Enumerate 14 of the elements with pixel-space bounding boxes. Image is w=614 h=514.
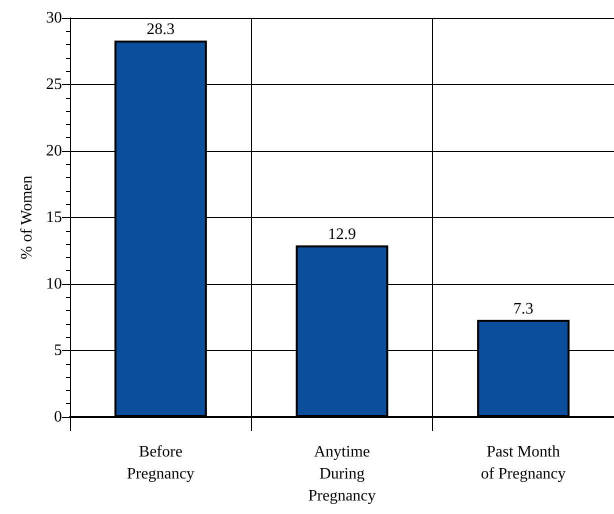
x-tick-label: Anytime During Pregnancy [308,444,376,504]
y-tick-label: 30 [46,10,62,26]
y-tick-label: 0 [54,408,62,426]
y-tick-label: 20 [46,142,62,160]
y-tick-label: 5 [54,342,62,359]
data-label: 12.9 [328,226,356,243]
x-tick-label: Before Pregnancy [126,444,194,482]
y-tick-label: 25 [46,76,62,93]
y-tick-label: 10 [46,276,62,292]
x-tick-label: Past Month of Pregnancy [480,444,566,482]
y-axis-title: % of Women [18,176,36,260]
data-label: 28.3 [146,21,175,38]
y-tick-label: 15 [46,209,62,226]
data-label: 7.3 [513,300,534,318]
